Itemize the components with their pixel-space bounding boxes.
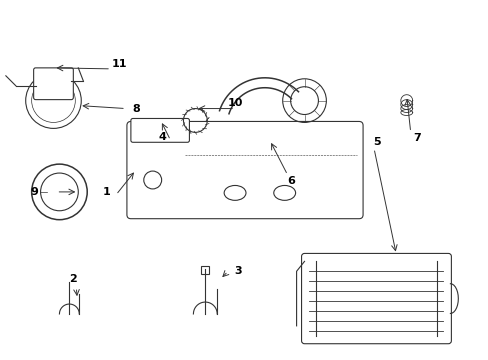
Text: 1: 1 — [102, 187, 110, 197]
Text: 2: 2 — [69, 274, 77, 284]
Text: 6: 6 — [287, 176, 295, 186]
Text: 11: 11 — [111, 59, 126, 69]
Text: 10: 10 — [227, 98, 242, 108]
FancyBboxPatch shape — [127, 121, 362, 219]
FancyBboxPatch shape — [301, 253, 450, 344]
Text: 9: 9 — [31, 187, 39, 197]
FancyBboxPatch shape — [131, 118, 189, 142]
Text: 8: 8 — [132, 104, 140, 113]
Text: 4: 4 — [159, 132, 166, 142]
FancyBboxPatch shape — [34, 68, 73, 100]
Text: 5: 5 — [372, 137, 380, 147]
Bar — [201, 266, 209, 274]
Text: 3: 3 — [234, 266, 242, 276]
Text: 7: 7 — [412, 133, 420, 143]
